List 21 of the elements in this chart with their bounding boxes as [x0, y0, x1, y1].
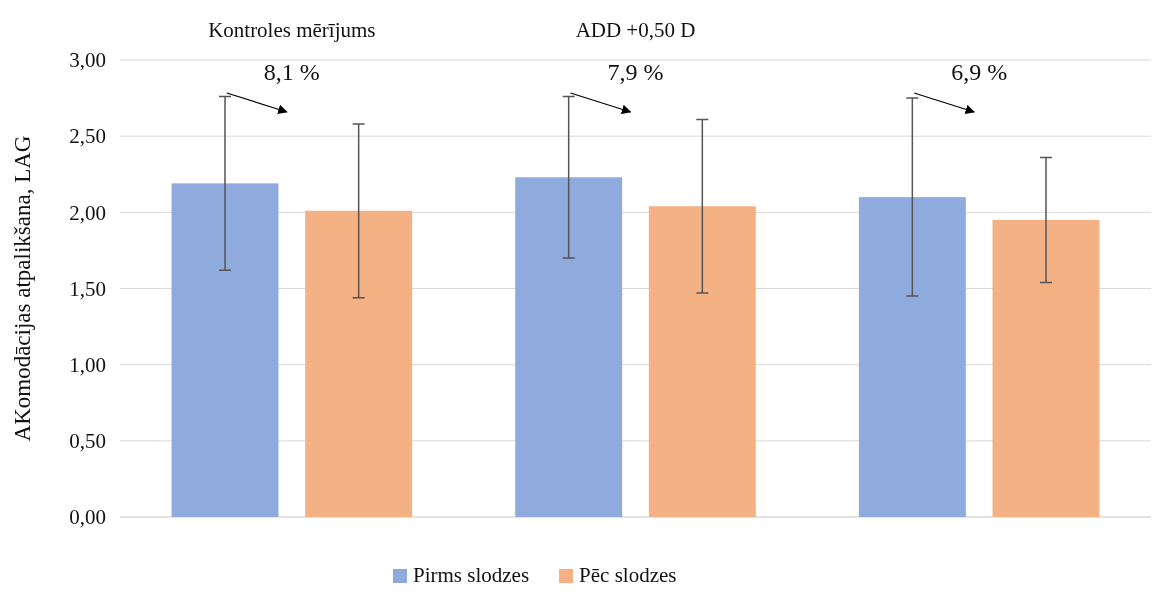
y-tick-label: 3,00	[69, 48, 106, 73]
y-tick-label: 2,00	[69, 200, 106, 225]
y-tick-label: 2,50	[69, 124, 106, 149]
y-axis-title: AKomodācijas atpalikšana, LAG	[10, 135, 35, 442]
x-tick-label: Kontroles mērījums	[208, 18, 376, 42]
bar	[515, 177, 623, 517]
y-tick-label: 0,00	[69, 505, 106, 530]
bar	[992, 219, 1100, 517]
bar	[648, 206, 756, 517]
annotation: 7,9 %	[607, 59, 664, 85]
y-tick-label: 1,50	[69, 276, 106, 301]
y-tick-label: 1,00	[69, 352, 106, 377]
legend-label: Pēc slodzes	[579, 563, 677, 587]
legend-label: Pirms slodzes	[413, 563, 530, 587]
annotation: 6,9 %	[951, 59, 1008, 85]
annotation: 8,1 %	[263, 59, 320, 85]
bar	[305, 210, 413, 517]
bar	[171, 183, 279, 517]
bar	[858, 197, 966, 517]
x-tick-label: ADD +0,50 D	[575, 18, 696, 42]
y-tick-label: 0,50	[69, 429, 106, 454]
